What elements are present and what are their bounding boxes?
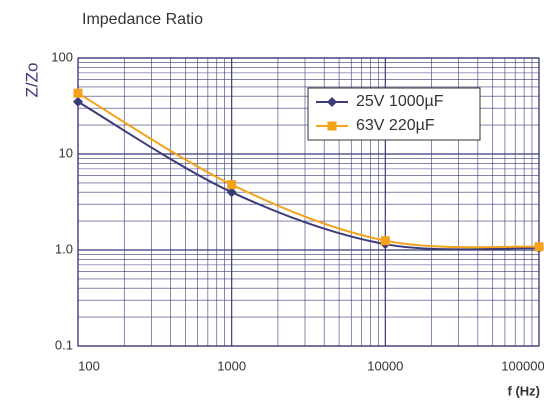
series-line — [77, 92, 540, 249]
x-tick-label: 100000 — [501, 358, 544, 373]
y-axis-label: Z/Zo — [22, 63, 41, 98]
x-tick-label: 100 — [78, 358, 100, 373]
y-tick-label: 100 — [51, 49, 73, 64]
x-tick-label: 10000 — [367, 358, 403, 373]
x-axis-label: f (Hz) — [508, 383, 541, 398]
data-point — [226, 187, 237, 198]
chart-title: Impedance Ratio — [82, 11, 203, 28]
legend-marker — [327, 97, 337, 107]
data-point — [227, 180, 237, 190]
y-tick-label: 10 — [59, 145, 73, 160]
plot-frame — [77, 57, 540, 347]
y-tick-label: 0.1 — [55, 337, 73, 352]
data-point — [73, 88, 83, 98]
legend-label: 63V 220µF — [356, 117, 435, 134]
data-point — [73, 96, 83, 107]
legend-label: 25V 1000µF — [356, 93, 444, 110]
y-tick-label: 1.0 — [55, 241, 73, 256]
data-point — [380, 236, 390, 246]
legend-marker — [327, 121, 337, 131]
x-tick-label: 1000 — [217, 358, 246, 373]
series-line — [77, 100, 540, 251]
legend-box — [307, 87, 481, 141]
data-point — [534, 242, 544, 252]
